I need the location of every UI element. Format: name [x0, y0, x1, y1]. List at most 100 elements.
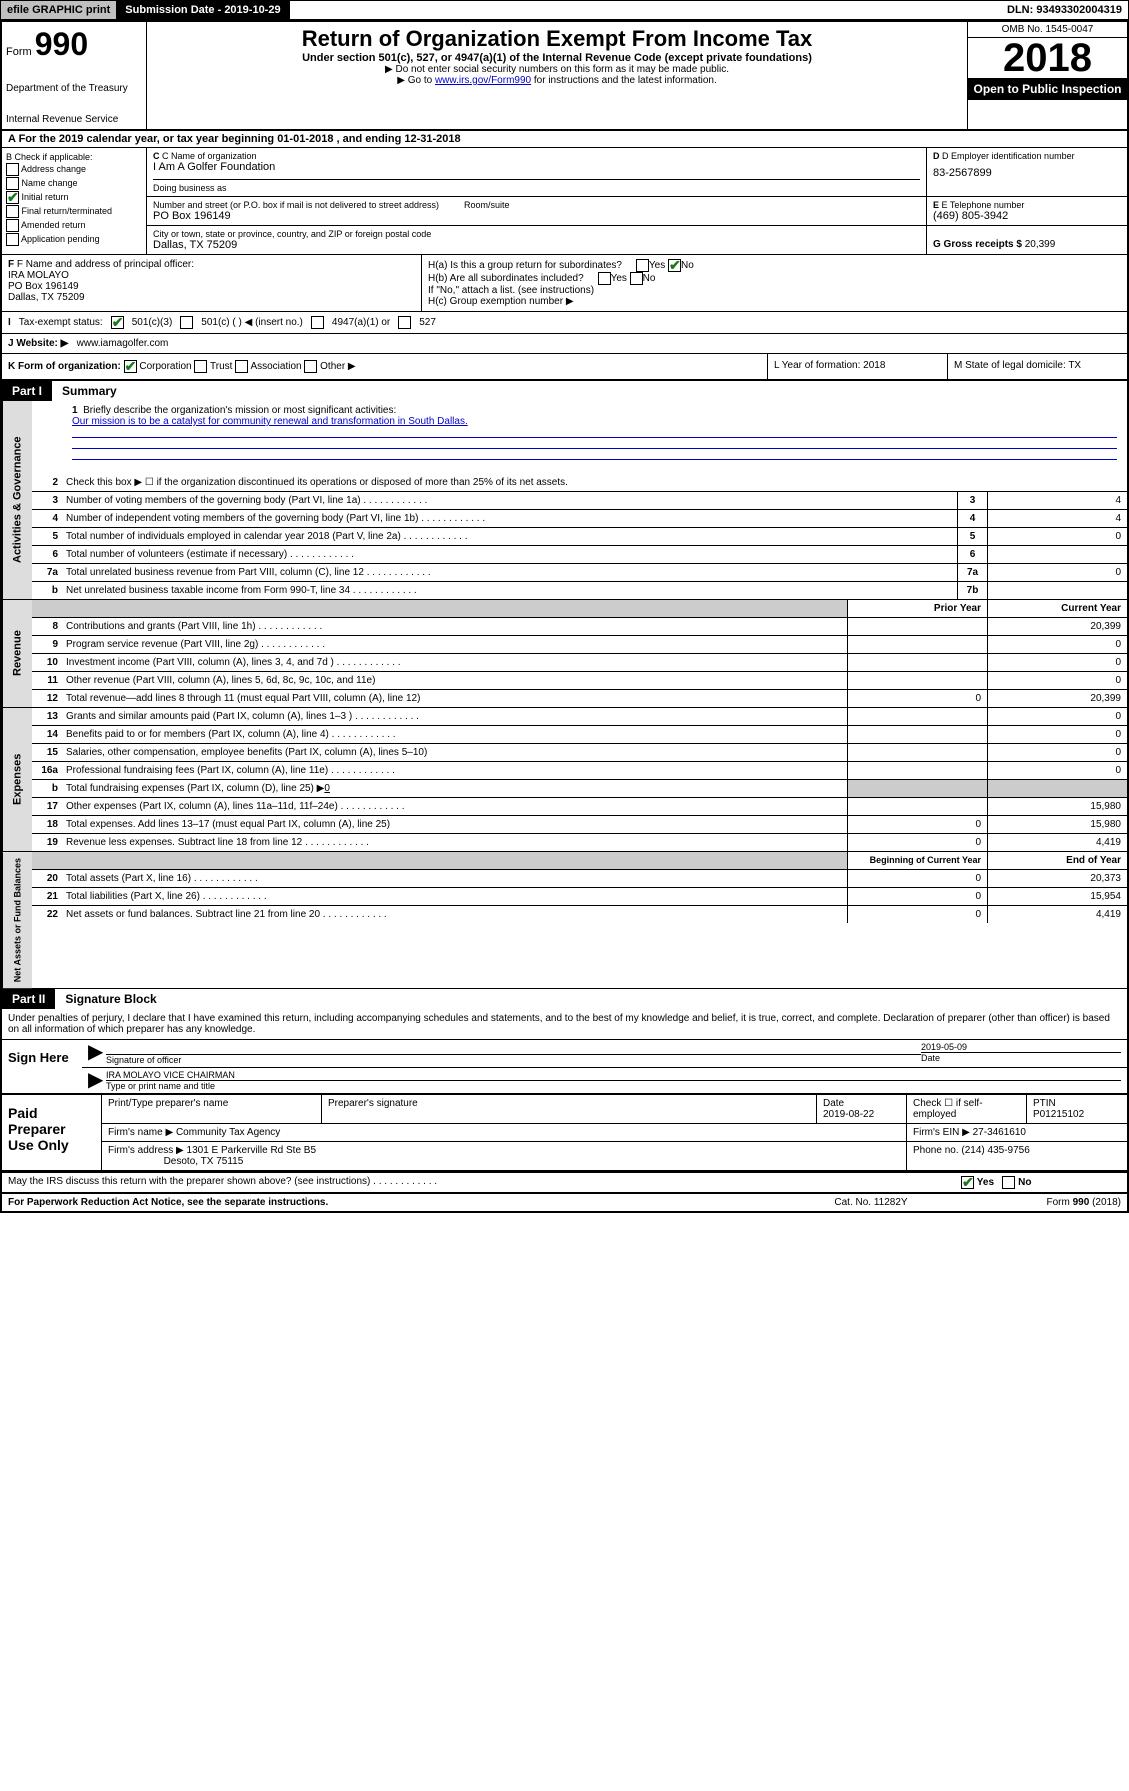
line2: Check this box ▶ ☐ if the organization d… — [62, 474, 1127, 491]
state-domicile: M State of legal domicile: TX — [947, 354, 1127, 379]
print-name-label: Type or print name and title — [106, 1080, 1121, 1091]
line3-val: 4 — [987, 492, 1127, 509]
cat-number: Cat. No. 11282Y — [771, 1197, 971, 1208]
line9: Program service revenue (Part VIII, line… — [62, 636, 847, 653]
line1-label: Briefly describe the organization's miss… — [83, 405, 396, 416]
chk-amended[interactable]: Amended return — [6, 219, 142, 232]
line12: Total revenue—add lines 8 through 11 (mu… — [62, 690, 847, 707]
form-ref: Form 990 (2018) — [971, 1197, 1121, 1208]
line15: Salaries, other compensation, employee b… — [62, 744, 847, 761]
line4-val: 4 — [987, 510, 1127, 527]
line21-ey: 15,954 — [987, 888, 1127, 905]
firm-name-label: Firm's name ▶ — [108, 1127, 173, 1138]
prep-sig-label: Preparer's signature — [322, 1095, 817, 1123]
line4: Number of independent voting members of … — [62, 510, 957, 527]
top-toolbar: efile GRAPHIC print Submission Date - 20… — [0, 0, 1129, 20]
vlabel-net-assets: Net Assets or Fund Balances — [2, 852, 32, 988]
paid-preparer-label: Paid Preparer Use Only — [2, 1095, 102, 1170]
gross-label: G Gross receipts $ — [933, 239, 1022, 250]
year-formation: L Year of formation: 2018 — [767, 354, 947, 379]
ein-value: 83-2567899 — [933, 167, 1121, 179]
irs-link[interactable]: www.irs.gov/Form990 — [435, 75, 531, 86]
tax-exempt-label: Tax-exempt status: — [19, 317, 103, 328]
efile-button[interactable]: efile GRAPHIC print — [1, 1, 117, 19]
officer-addr2: Dallas, TX 75209 — [8, 292, 415, 303]
opt-501c3[interactable]: 501(c)(3) — [132, 317, 173, 328]
dept-irs: Internal Revenue Service — [6, 114, 142, 125]
sig-date-label: Date — [921, 1052, 1121, 1063]
chk-final-return[interactable]: Final return/terminated — [6, 205, 142, 218]
line16b: Total fundraising expenses (Part IX, col… — [62, 780, 847, 797]
line21-by: 0 — [847, 888, 987, 905]
hdr-current-year: Current Year — [987, 600, 1127, 617]
form-prefix: Form — [6, 46, 32, 58]
line20-by: 0 — [847, 870, 987, 887]
line13: Grants and similar amounts paid (Part IX… — [62, 708, 847, 725]
line8-cy: 20,399 — [987, 618, 1127, 635]
chk-initial-return[interactable]: Initial return — [6, 191, 142, 204]
dln: DLN: 93493302004319 — [1001, 1, 1128, 19]
ptin-label: PTIN — [1033, 1098, 1056, 1109]
prep-self-emp: Check ☐ if self-employed — [907, 1095, 1027, 1123]
form-title: Return of Organization Exempt From Incom… — [151, 26, 963, 52]
firm-name: Community Tax Agency — [176, 1127, 280, 1138]
tax-year: 2018 — [968, 38, 1127, 78]
prep-date: 2019-08-22 — [823, 1109, 874, 1120]
form-subtitle: Under section 501(c), 527, or 4947(a)(1)… — [151, 52, 963, 64]
line3: Number of voting members of the governin… — [62, 492, 957, 509]
ein-label: D D Employer identification number — [933, 151, 1121, 161]
name-label: C C Name of organization — [153, 151, 920, 161]
note-goto-post: for instructions and the latest informat… — [531, 75, 717, 86]
line5-val: 0 — [987, 528, 1127, 545]
firm-addr-label: Firm's address ▶ — [108, 1145, 184, 1156]
line12-cy: 20,399 — [987, 690, 1127, 707]
room-label: Room/suite — [464, 200, 510, 210]
line7a-val: 0 — [987, 564, 1127, 581]
sig-officer-label: Signature of officer — [106, 1055, 181, 1065]
opt-527[interactable]: 527 — [419, 317, 436, 328]
line9-cy: 0 — [987, 636, 1127, 653]
line7b-val — [987, 582, 1127, 599]
line22-by: 0 — [847, 906, 987, 923]
perjury-text: Under penalties of perjury, I declare th… — [2, 1009, 1127, 1040]
line16a: Professional fundraising fees (Part IX, … — [62, 762, 847, 779]
line17-cy: 15,980 — [987, 798, 1127, 815]
ptin-value: P01215102 — [1033, 1109, 1084, 1120]
form-990: Form 990 Department of the Treasury Inte… — [0, 20, 1129, 1213]
firm-addr2: Desoto, TX 75115 — [164, 1156, 244, 1167]
sig-date: 2019-05-09 — [921, 1042, 1121, 1052]
officer-addr1: PO Box 196149 — [8, 281, 415, 292]
line6: Total number of volunteers (estimate if … — [62, 546, 957, 563]
dba-label: Doing business as — [153, 179, 920, 193]
open-public: Open to Public Inspection — [968, 78, 1127, 100]
tel-label: E E Telephone number — [933, 200, 1121, 210]
opt-4947[interactable]: 4947(a)(1) or — [332, 317, 390, 328]
chk-address-change[interactable]: Address change — [6, 163, 142, 176]
ha-label: H(a) Is this a group return for subordin… — [428, 260, 622, 271]
line16a-cy: 0 — [987, 762, 1127, 779]
line8: Contributions and grants (Part VIII, lin… — [62, 618, 847, 635]
line22: Net assets or fund balances. Subtract li… — [62, 906, 847, 923]
website-value[interactable]: www.iamagolfer.com — [77, 338, 169, 349]
mission-text: Our mission is to be a catalyst for comm… — [72, 416, 468, 427]
line11-cy: 0 — [987, 672, 1127, 689]
col-b-header: B Check if applicable: — [6, 152, 142, 162]
vlabel-expenses: Expenses — [2, 708, 32, 851]
line14: Benefits paid to or for members (Part IX… — [62, 726, 847, 743]
line22-ey: 4,419 — [987, 906, 1127, 923]
city-label: City or town, state or province, country… — [153, 229, 920, 239]
addr-label: Number and street (or P.O. box if mail i… — [153, 200, 439, 210]
column-b: B Check if applicable: Address change Na… — [2, 148, 147, 254]
website-label: J Website: ▶ — [8, 338, 68, 349]
line15-cy: 0 — [987, 744, 1127, 761]
line19: Revenue less expenses. Subtract line 18 … — [62, 834, 847, 851]
opt-501c[interactable]: 501(c) ( ) ◀ (insert no.) — [201, 317, 303, 328]
officer-print-name: IRA MOLAYO VICE CHAIRMAN — [106, 1070, 1121, 1080]
chk-name-change[interactable]: Name change — [6, 177, 142, 190]
line13-cy: 0 — [987, 708, 1127, 725]
line21: Total liabilities (Part X, line 26) — [62, 888, 847, 905]
hc-label: H(c) Group exemption number ▶ — [428, 296, 1121, 307]
note-ssn: ▶ Do not enter social security numbers o… — [151, 64, 963, 75]
line7a: Total unrelated business revenue from Pa… — [62, 564, 957, 581]
chk-app-pending[interactable]: Application pending — [6, 233, 142, 246]
